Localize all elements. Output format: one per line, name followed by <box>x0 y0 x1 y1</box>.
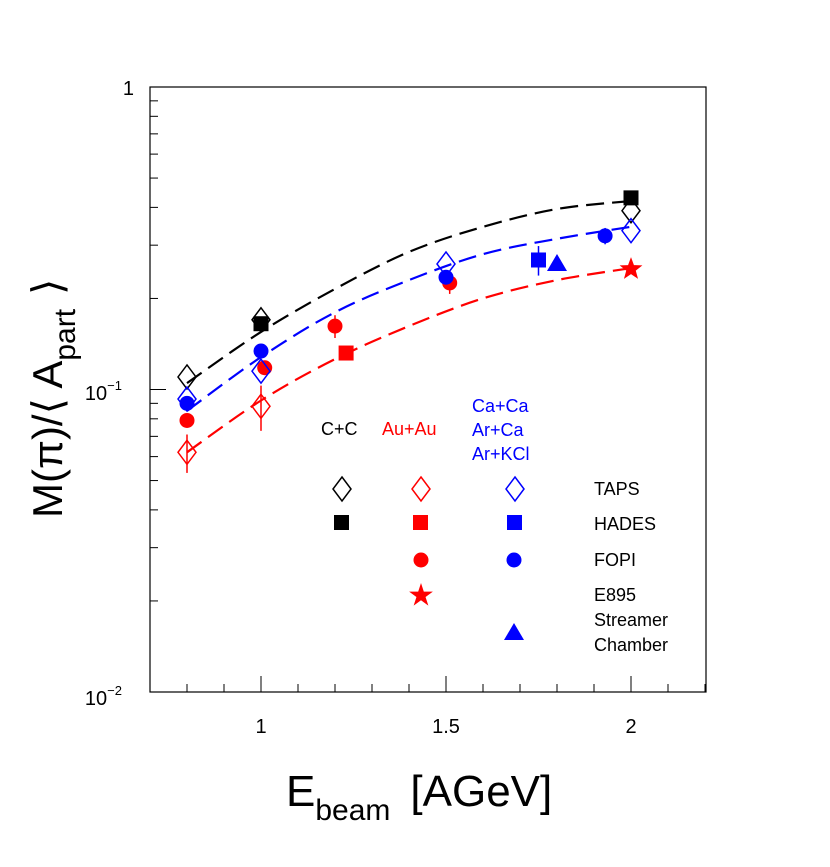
y-tick-label-1: 1 <box>123 78 134 100</box>
legend: C+C Au+Au Ca+Ca Ar+Ca Ar+KCl TAPS HADES … <box>321 396 668 655</box>
point-au-au-hades <box>338 345 354 361</box>
point-au-au-e895 <box>619 257 643 279</box>
legend-col-cc: C+C <box>321 419 358 439</box>
point-ca-ca-hades <box>531 252 546 268</box>
legend-row-e895-line2: Streamer <box>594 610 668 630</box>
data-series <box>177 190 643 473</box>
y-axis-title: M(π)/⟨ Apart⟩ <box>24 279 82 518</box>
point-ca-ca-taps <box>251 357 271 385</box>
legend-marker-auau-e895 <box>409 583 433 606</box>
point-ar-kcl-e895 <box>547 253 567 271</box>
point-ca-ca-fopi <box>253 343 269 359</box>
x-axis-title: Ebeam [AGeV] <box>286 767 552 827</box>
x-tick-label-1.5: 1.5 <box>432 716 460 738</box>
legend-marker-caca-fopi <box>506 552 522 568</box>
legend-marker-auau-taps <box>411 475 431 503</box>
point-au-au-fopi <box>179 412 195 428</box>
point-c-c-hades <box>253 316 269 332</box>
legend-marker-cc-hades <box>334 515 349 530</box>
x-tick-label-1: 1 <box>255 716 266 738</box>
point-ca-ca-fopi <box>438 269 454 285</box>
legend-row-hades: HADES <box>594 514 656 534</box>
legend-row-taps: TAPS <box>594 479 640 499</box>
point-au-au-fopi <box>257 360 273 376</box>
legend-marker-caca-hades <box>507 515 522 530</box>
legend-row-e895-line3: Chamber <box>594 635 668 655</box>
y-tick-label-0.1: 10−1 <box>85 378 122 405</box>
legend-row-e895-line1: E895 <box>594 585 636 605</box>
legend-marker-caca-e895 <box>504 623 524 640</box>
legend-marker-auau-fopi <box>413 552 429 568</box>
legend-col-caca-line3: Ar+KCl <box>472 444 530 464</box>
point-c-c-taps <box>251 306 271 334</box>
point-ca-ca-taps <box>621 217 641 244</box>
point-c-c-hades <box>623 190 639 206</box>
legend-col-caca-line1: Ca+Ca <box>472 396 530 416</box>
point-ca-ca-taps <box>177 385 197 413</box>
legend-marker-auau-hades <box>413 515 428 530</box>
legend-col-caca-line2: Ar+Ca <box>472 420 525 440</box>
legend-marker-caca-taps <box>505 475 525 503</box>
legend-row-fopi: FOPI <box>594 550 636 570</box>
point-au-au-taps <box>177 439 197 466</box>
point-c-c-taps <box>177 363 197 391</box>
y-tick-label-0.01: 10−2 <box>85 683 122 710</box>
point-au-au-taps <box>251 393 271 420</box>
fit-curve-cc <box>186 199 632 385</box>
point-c-c-taps <box>621 197 641 224</box>
legend-marker-cc-taps <box>332 475 352 503</box>
major-ticks <box>150 86 632 693</box>
legend-col-auau: Au+Au <box>382 419 437 439</box>
x-tick-label-2: 2 <box>625 716 636 738</box>
point-ca-ca-fopi <box>597 228 613 244</box>
point-au-au-fopi <box>327 318 343 334</box>
point-ca-ca-fopi <box>179 395 195 411</box>
